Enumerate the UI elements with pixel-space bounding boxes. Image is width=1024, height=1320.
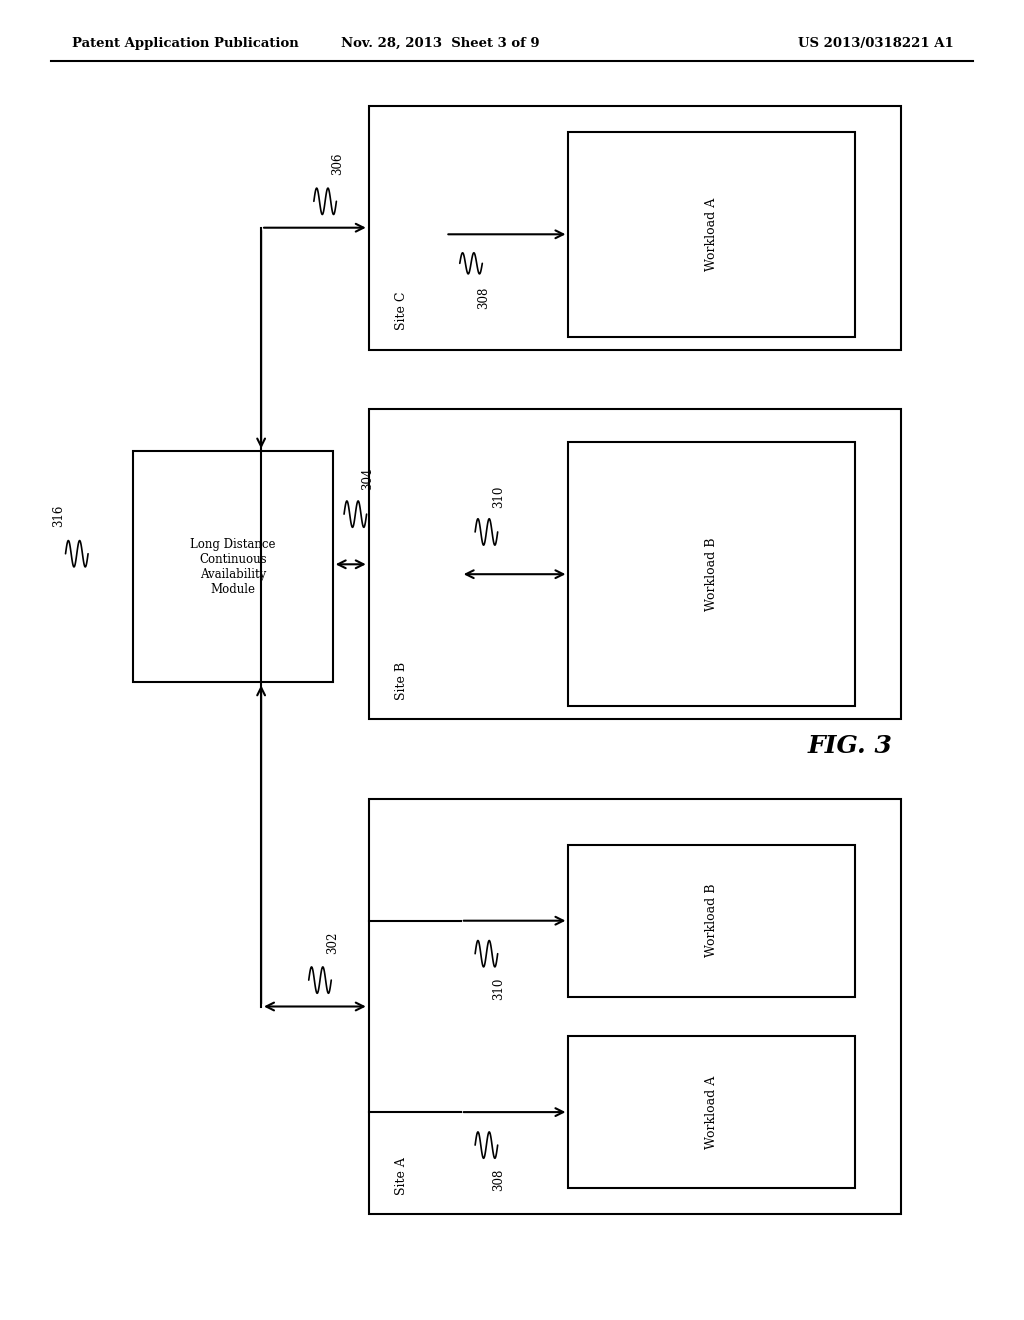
- Text: Workload A: Workload A: [706, 1076, 718, 1148]
- Text: Workload A: Workload A: [706, 198, 718, 271]
- Text: Site A: Site A: [395, 1156, 408, 1195]
- Text: 304: 304: [361, 467, 374, 490]
- Bar: [568, 132, 855, 337]
- Text: 310: 310: [493, 486, 505, 508]
- Text: Patent Application Publication: Patent Application Publication: [72, 37, 298, 50]
- Bar: [568, 1036, 855, 1188]
- Text: Site C: Site C: [395, 292, 408, 330]
- Text: Site B: Site B: [395, 661, 408, 700]
- Text: 308: 308: [477, 288, 489, 309]
- Bar: [369, 106, 901, 350]
- Text: 302: 302: [326, 932, 339, 953]
- Bar: [369, 409, 901, 719]
- Text: 316: 316: [52, 506, 65, 527]
- Text: Workload B: Workload B: [706, 537, 718, 611]
- Bar: [133, 451, 333, 682]
- Text: 310: 310: [493, 977, 505, 999]
- Text: 306: 306: [331, 152, 344, 174]
- Text: 308: 308: [493, 1170, 505, 1191]
- Bar: [568, 845, 855, 997]
- Bar: [369, 799, 901, 1214]
- Text: Workload B: Workload B: [706, 884, 718, 957]
- Text: US 2013/0318221 A1: US 2013/0318221 A1: [798, 37, 953, 50]
- Text: FIG. 3: FIG. 3: [808, 734, 892, 758]
- Text: Long Distance
Continuous
Availability
Module: Long Distance Continuous Availability Mo…: [190, 539, 275, 595]
- Text: Nov. 28, 2013  Sheet 3 of 9: Nov. 28, 2013 Sheet 3 of 9: [341, 37, 540, 50]
- Bar: [568, 442, 855, 706]
